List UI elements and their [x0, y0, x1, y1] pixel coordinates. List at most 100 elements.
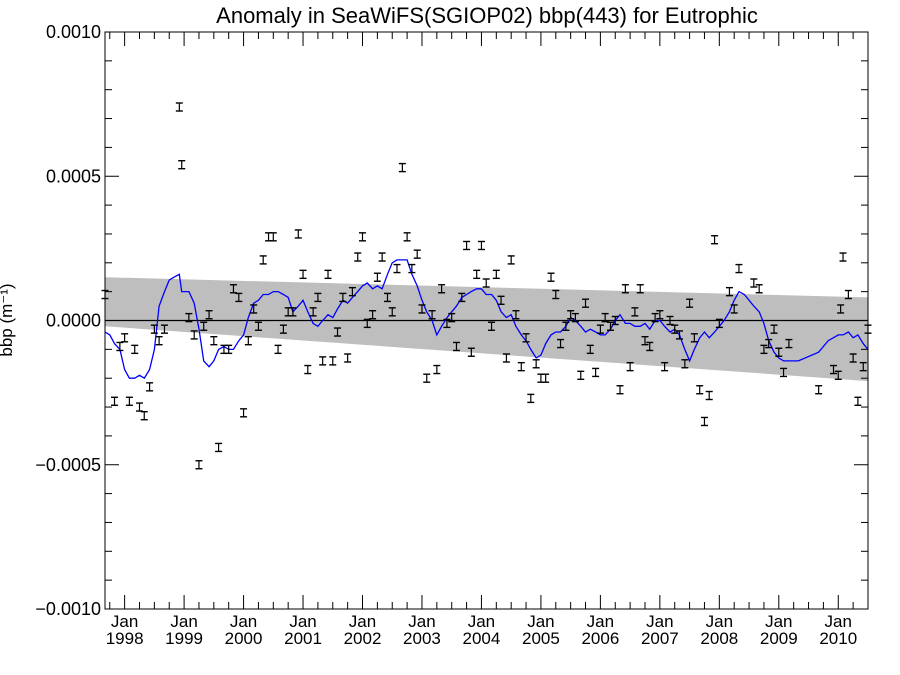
data-point — [512, 310, 520, 320]
data-point — [671, 324, 679, 334]
data-point — [423, 373, 431, 383]
y-axis-label: bbp (m⁻¹) — [0, 283, 16, 356]
data-point — [611, 315, 619, 326]
data-point — [571, 312, 579, 323]
x-tick-year-label: 2000 — [225, 629, 263, 648]
data-point — [760, 344, 768, 355]
data-point — [785, 338, 793, 349]
x-tick-year-label: 2005 — [522, 629, 560, 648]
data-point — [369, 310, 377, 320]
anomaly-points-layer — [101, 102, 872, 470]
x-tick-month-label: Jan — [825, 612, 852, 631]
data-point — [750, 278, 758, 288]
data-point — [586, 344, 594, 355]
data-point — [552, 289, 560, 300]
data-point — [259, 255, 267, 265]
data-point — [195, 460, 203, 470]
data-point — [661, 361, 669, 372]
data-point — [815, 385, 823, 395]
data-point — [854, 396, 862, 406]
data-point — [354, 252, 362, 262]
data-point — [547, 272, 555, 282]
data-point — [344, 353, 352, 363]
data-point — [596, 324, 604, 334]
data-point — [220, 344, 228, 355]
data-point — [111, 396, 119, 406]
data-point — [458, 292, 466, 303]
data-point — [755, 284, 763, 294]
data-point — [696, 385, 704, 395]
data-point — [274, 344, 282, 355]
data-point — [463, 240, 471, 251]
data-point — [621, 284, 629, 294]
data-point — [577, 370, 585, 381]
data-point — [185, 312, 193, 323]
data-point — [279, 324, 287, 334]
running-mean-line — [104, 259, 869, 380]
data-point — [235, 292, 243, 303]
data-point — [443, 318, 451, 329]
data-point — [309, 307, 317, 317]
x-tick-month-label: Jan — [765, 612, 792, 631]
y-tick-label: 0.0000 — [46, 311, 101, 331]
data-point — [502, 353, 510, 363]
data-point — [626, 361, 634, 372]
confidence-band-layer — [105, 277, 868, 382]
x-tick-month-label: Jan — [587, 612, 614, 631]
data-point — [557, 338, 565, 349]
data-point — [334, 327, 342, 337]
x-tick-year-label: 2006 — [581, 629, 619, 648]
data-point — [304, 364, 312, 375]
data-point — [690, 333, 698, 343]
x-axis-ticks: Jan1998Jan1999Jan2000Jan2001Jan2002Jan20… — [106, 32, 869, 648]
data-point — [631, 307, 639, 317]
data-point — [175, 102, 183, 112]
data-point — [705, 390, 713, 401]
data-point — [775, 347, 783, 357]
data-point — [160, 324, 168, 334]
data-point — [837, 304, 845, 314]
data-point — [730, 304, 738, 314]
data-point — [125, 396, 133, 406]
data-point — [467, 347, 475, 357]
x-tick-year-label: 2001 — [284, 629, 322, 648]
data-point — [844, 289, 852, 300]
data-point — [849, 353, 857, 363]
data-point — [507, 255, 515, 265]
data-point — [448, 312, 456, 323]
x-tick-month-label: Jan — [646, 612, 673, 631]
data-point — [438, 284, 446, 294]
data-point — [418, 304, 426, 314]
x-tick-year-label: 1998 — [106, 629, 144, 648]
y-tick-label: −0.0010 — [35, 599, 101, 619]
data-point — [324, 269, 332, 280]
x-tick-year-label: 2002 — [344, 629, 382, 648]
data-point — [675, 330, 683, 340]
data-point — [294, 229, 302, 239]
data-point — [562, 321, 570, 331]
data-point — [215, 442, 223, 453]
data-point — [830, 364, 838, 375]
data-point — [592, 367, 600, 378]
data-point — [656, 310, 664, 320]
data-point — [254, 321, 262, 331]
data-point — [686, 298, 694, 308]
data-point — [131, 344, 139, 355]
data-point — [567, 310, 575, 320]
data-point — [497, 295, 505, 306]
x-tick-month-label: Jan — [349, 612, 376, 631]
data-point — [482, 278, 490, 288]
data-point — [616, 385, 624, 395]
x-tick-year-label: 2009 — [760, 629, 798, 648]
data-point — [205, 310, 213, 320]
data-point — [606, 321, 614, 331]
data-point — [299, 269, 307, 280]
y-tick-label: 0.0010 — [46, 22, 101, 42]
data-point — [408, 263, 416, 274]
data-point — [492, 269, 500, 280]
data-point — [146, 382, 154, 392]
y-tick-label: −0.0005 — [35, 455, 101, 475]
x-tick-month-label: Jan — [468, 612, 495, 631]
x-tick-month-label: Jan — [289, 612, 316, 631]
confidence-band — [105, 277, 868, 382]
